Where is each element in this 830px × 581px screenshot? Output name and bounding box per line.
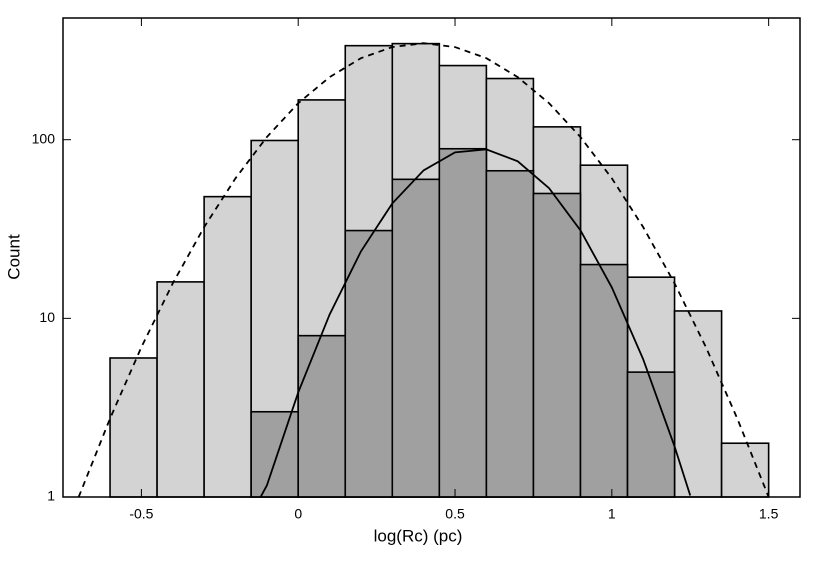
histogram-bar: [203, 195, 252, 498]
histogram-bar: [720, 442, 770, 498]
x-tick-label: -0.5: [129, 506, 153, 522]
x-tick-label: 1.5: [759, 506, 779, 522]
y-tick-label: 10: [39, 309, 55, 325]
histogram-bar: [391, 178, 441, 498]
histogram-bar: [250, 410, 300, 498]
y-tick-label: 1: [47, 488, 55, 504]
y-tick-label: 100: [32, 130, 56, 146]
histogram-bar: [532, 192, 582, 498]
histogram-bar: [579, 263, 629, 498]
plot-frame: [62, 17, 801, 498]
histogram-bar: [156, 281, 205, 498]
x-tick-label: 1: [608, 506, 616, 522]
x-axis-label: log(Rc) (pc): [374, 526, 463, 545]
x-tick-label: 0.5: [445, 506, 465, 522]
histogram-bar: [673, 310, 723, 498]
y-axis-label: Count: [4, 234, 23, 280]
histogram-bar: [626, 371, 676, 498]
histogram-bar: [109, 357, 158, 498]
fit-curve: [77, 42, 770, 497]
histogram-bar: [438, 147, 488, 498]
histogram-bar: [485, 169, 535, 498]
fit-curve: [259, 148, 692, 497]
histogram-bar: [297, 334, 347, 498]
x-tick-label: 0: [294, 506, 302, 522]
